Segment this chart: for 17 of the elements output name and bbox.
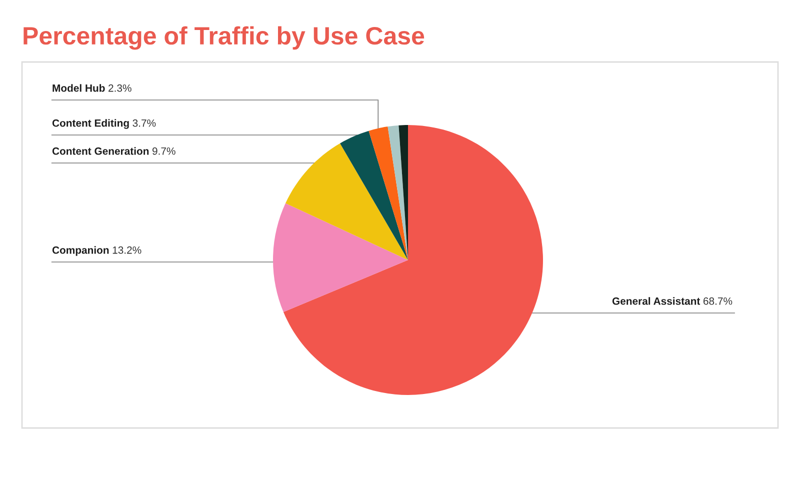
pie-slice xyxy=(368,126,408,260)
slice-label: Companion xyxy=(52,246,109,256)
pie-slice xyxy=(285,143,408,260)
data-label: 68.7% xyxy=(703,297,732,305)
data-label: 2.3% xyxy=(108,84,132,92)
slice-label: Content Generation xyxy=(52,147,149,155)
chart-title: Percentage of Traffic by Use Case xyxy=(24,26,424,50)
slice-label: General Assistant xyxy=(612,297,700,305)
data-label: 3.7% xyxy=(132,119,156,127)
pie-slice xyxy=(273,203,408,312)
pie-slice xyxy=(340,130,408,260)
data-label: 9.7% xyxy=(152,147,176,155)
slice-label: Model Hub xyxy=(52,84,105,92)
pie-slice xyxy=(388,125,408,260)
data-label: 13.2% xyxy=(112,246,142,254)
slice-label: Content Editing xyxy=(52,119,129,129)
pie-slice xyxy=(283,125,543,395)
